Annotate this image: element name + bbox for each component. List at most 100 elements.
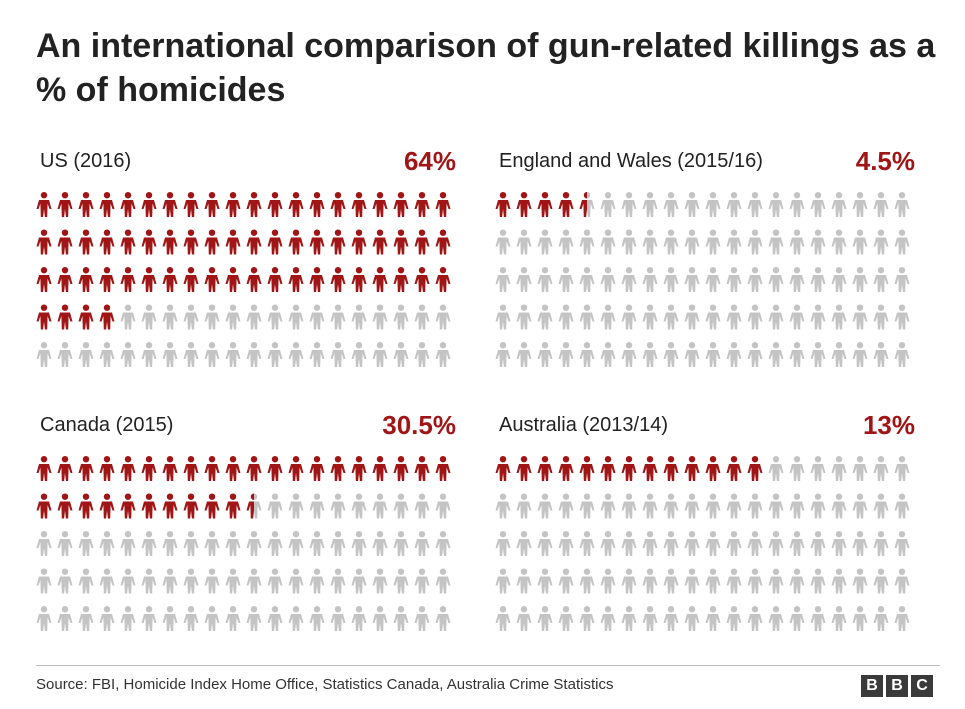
person-icon bbox=[225, 192, 241, 217]
person-icon bbox=[309, 304, 325, 330]
person-icon bbox=[351, 606, 367, 631]
person-icon bbox=[663, 568, 679, 594]
panel-label: England and Wales (2015/16) bbox=[499, 150, 763, 172]
person-icon bbox=[141, 304, 157, 330]
panel-percentage: 30.5% bbox=[382, 410, 456, 440]
person-icon bbox=[579, 229, 595, 255]
person-icon bbox=[537, 267, 553, 292]
panel-percentage: 4.5% bbox=[855, 146, 915, 176]
person-icon bbox=[663, 267, 679, 292]
person-icon bbox=[246, 304, 262, 330]
person-icon bbox=[642, 606, 658, 631]
person-icon bbox=[309, 531, 325, 556]
person-icon bbox=[183, 267, 199, 292]
person-icon bbox=[684, 304, 700, 330]
person-icon bbox=[351, 342, 367, 367]
person-icon bbox=[267, 304, 283, 330]
person-icon bbox=[372, 342, 388, 367]
person-icon bbox=[141, 493, 157, 519]
person-icon bbox=[852, 456, 868, 481]
person-icon bbox=[204, 531, 220, 556]
person-icon bbox=[204, 342, 220, 367]
person-icon bbox=[288, 531, 304, 556]
person-icon bbox=[204, 606, 220, 631]
person-icon bbox=[894, 342, 910, 367]
person-icon bbox=[768, 531, 784, 556]
person-icon bbox=[684, 493, 700, 519]
person-icon bbox=[99, 531, 115, 556]
person-icon bbox=[120, 304, 136, 330]
person-icon bbox=[162, 568, 178, 594]
person-icon bbox=[495, 606, 511, 631]
person-icon bbox=[393, 229, 409, 255]
person-icon bbox=[288, 493, 304, 519]
person-icon bbox=[831, 229, 847, 255]
person-icon bbox=[516, 342, 532, 367]
person-icon bbox=[351, 456, 367, 481]
person-icon bbox=[225, 606, 241, 631]
person-icon bbox=[789, 342, 805, 367]
person-icon bbox=[99, 568, 115, 594]
person-icon bbox=[414, 568, 430, 594]
person-icon bbox=[768, 456, 784, 481]
person-icon bbox=[162, 342, 178, 367]
bbc-logo-letter: C bbox=[911, 675, 933, 697]
person-icon bbox=[768, 229, 784, 255]
person-icon bbox=[162, 606, 178, 631]
person-icon bbox=[894, 192, 910, 217]
pictogram-grid bbox=[36, 192, 451, 367]
person-icon bbox=[435, 493, 451, 519]
person-icon bbox=[600, 568, 616, 594]
person-icon bbox=[600, 531, 616, 556]
person-icon bbox=[621, 192, 637, 217]
person-icon bbox=[57, 304, 73, 330]
person-icon bbox=[141, 192, 157, 217]
person-icon bbox=[330, 229, 346, 255]
person-icon bbox=[204, 456, 220, 481]
person-icon bbox=[894, 229, 910, 255]
person-icon bbox=[183, 568, 199, 594]
person-icon bbox=[663, 229, 679, 255]
person-icon bbox=[309, 192, 325, 217]
person-icon bbox=[642, 531, 658, 556]
person-icon bbox=[435, 456, 451, 481]
person-icon bbox=[309, 456, 325, 481]
person-icon bbox=[162, 493, 178, 519]
panel-label: US (2016) bbox=[40, 150, 132, 172]
person-icon bbox=[351, 531, 367, 556]
person-icon bbox=[726, 267, 742, 292]
person-icon bbox=[372, 267, 388, 292]
person-icon bbox=[789, 304, 805, 330]
person-icon bbox=[558, 531, 574, 556]
person-icon bbox=[36, 568, 52, 594]
person-icon bbox=[852, 267, 868, 292]
person-icon bbox=[372, 606, 388, 631]
person-icon bbox=[267, 531, 283, 556]
person-icon bbox=[537, 456, 553, 481]
person-icon bbox=[516, 531, 532, 556]
person-icon bbox=[414, 267, 430, 292]
person-icon bbox=[267, 493, 283, 519]
panel-percentage: 64% bbox=[403, 146, 456, 176]
person-icon bbox=[579, 606, 595, 631]
person-icon bbox=[747, 342, 763, 367]
person-icon bbox=[288, 192, 304, 217]
person-icon bbox=[246, 229, 262, 255]
person-icon bbox=[621, 304, 637, 330]
person-icon bbox=[873, 229, 889, 255]
person-icon bbox=[57, 229, 73, 255]
person-icon bbox=[36, 192, 52, 217]
person-icon bbox=[852, 304, 868, 330]
person-icon bbox=[393, 304, 409, 330]
person-icon bbox=[372, 531, 388, 556]
person-icon bbox=[516, 606, 532, 631]
person-icon bbox=[183, 531, 199, 556]
person-icon bbox=[684, 192, 700, 217]
person-icon bbox=[330, 267, 346, 292]
person-icon bbox=[393, 493, 409, 519]
person-icon bbox=[810, 229, 826, 255]
person-icon bbox=[747, 493, 763, 519]
person-icon bbox=[435, 192, 451, 217]
person-icon bbox=[726, 606, 742, 631]
person-icon bbox=[414, 493, 430, 519]
